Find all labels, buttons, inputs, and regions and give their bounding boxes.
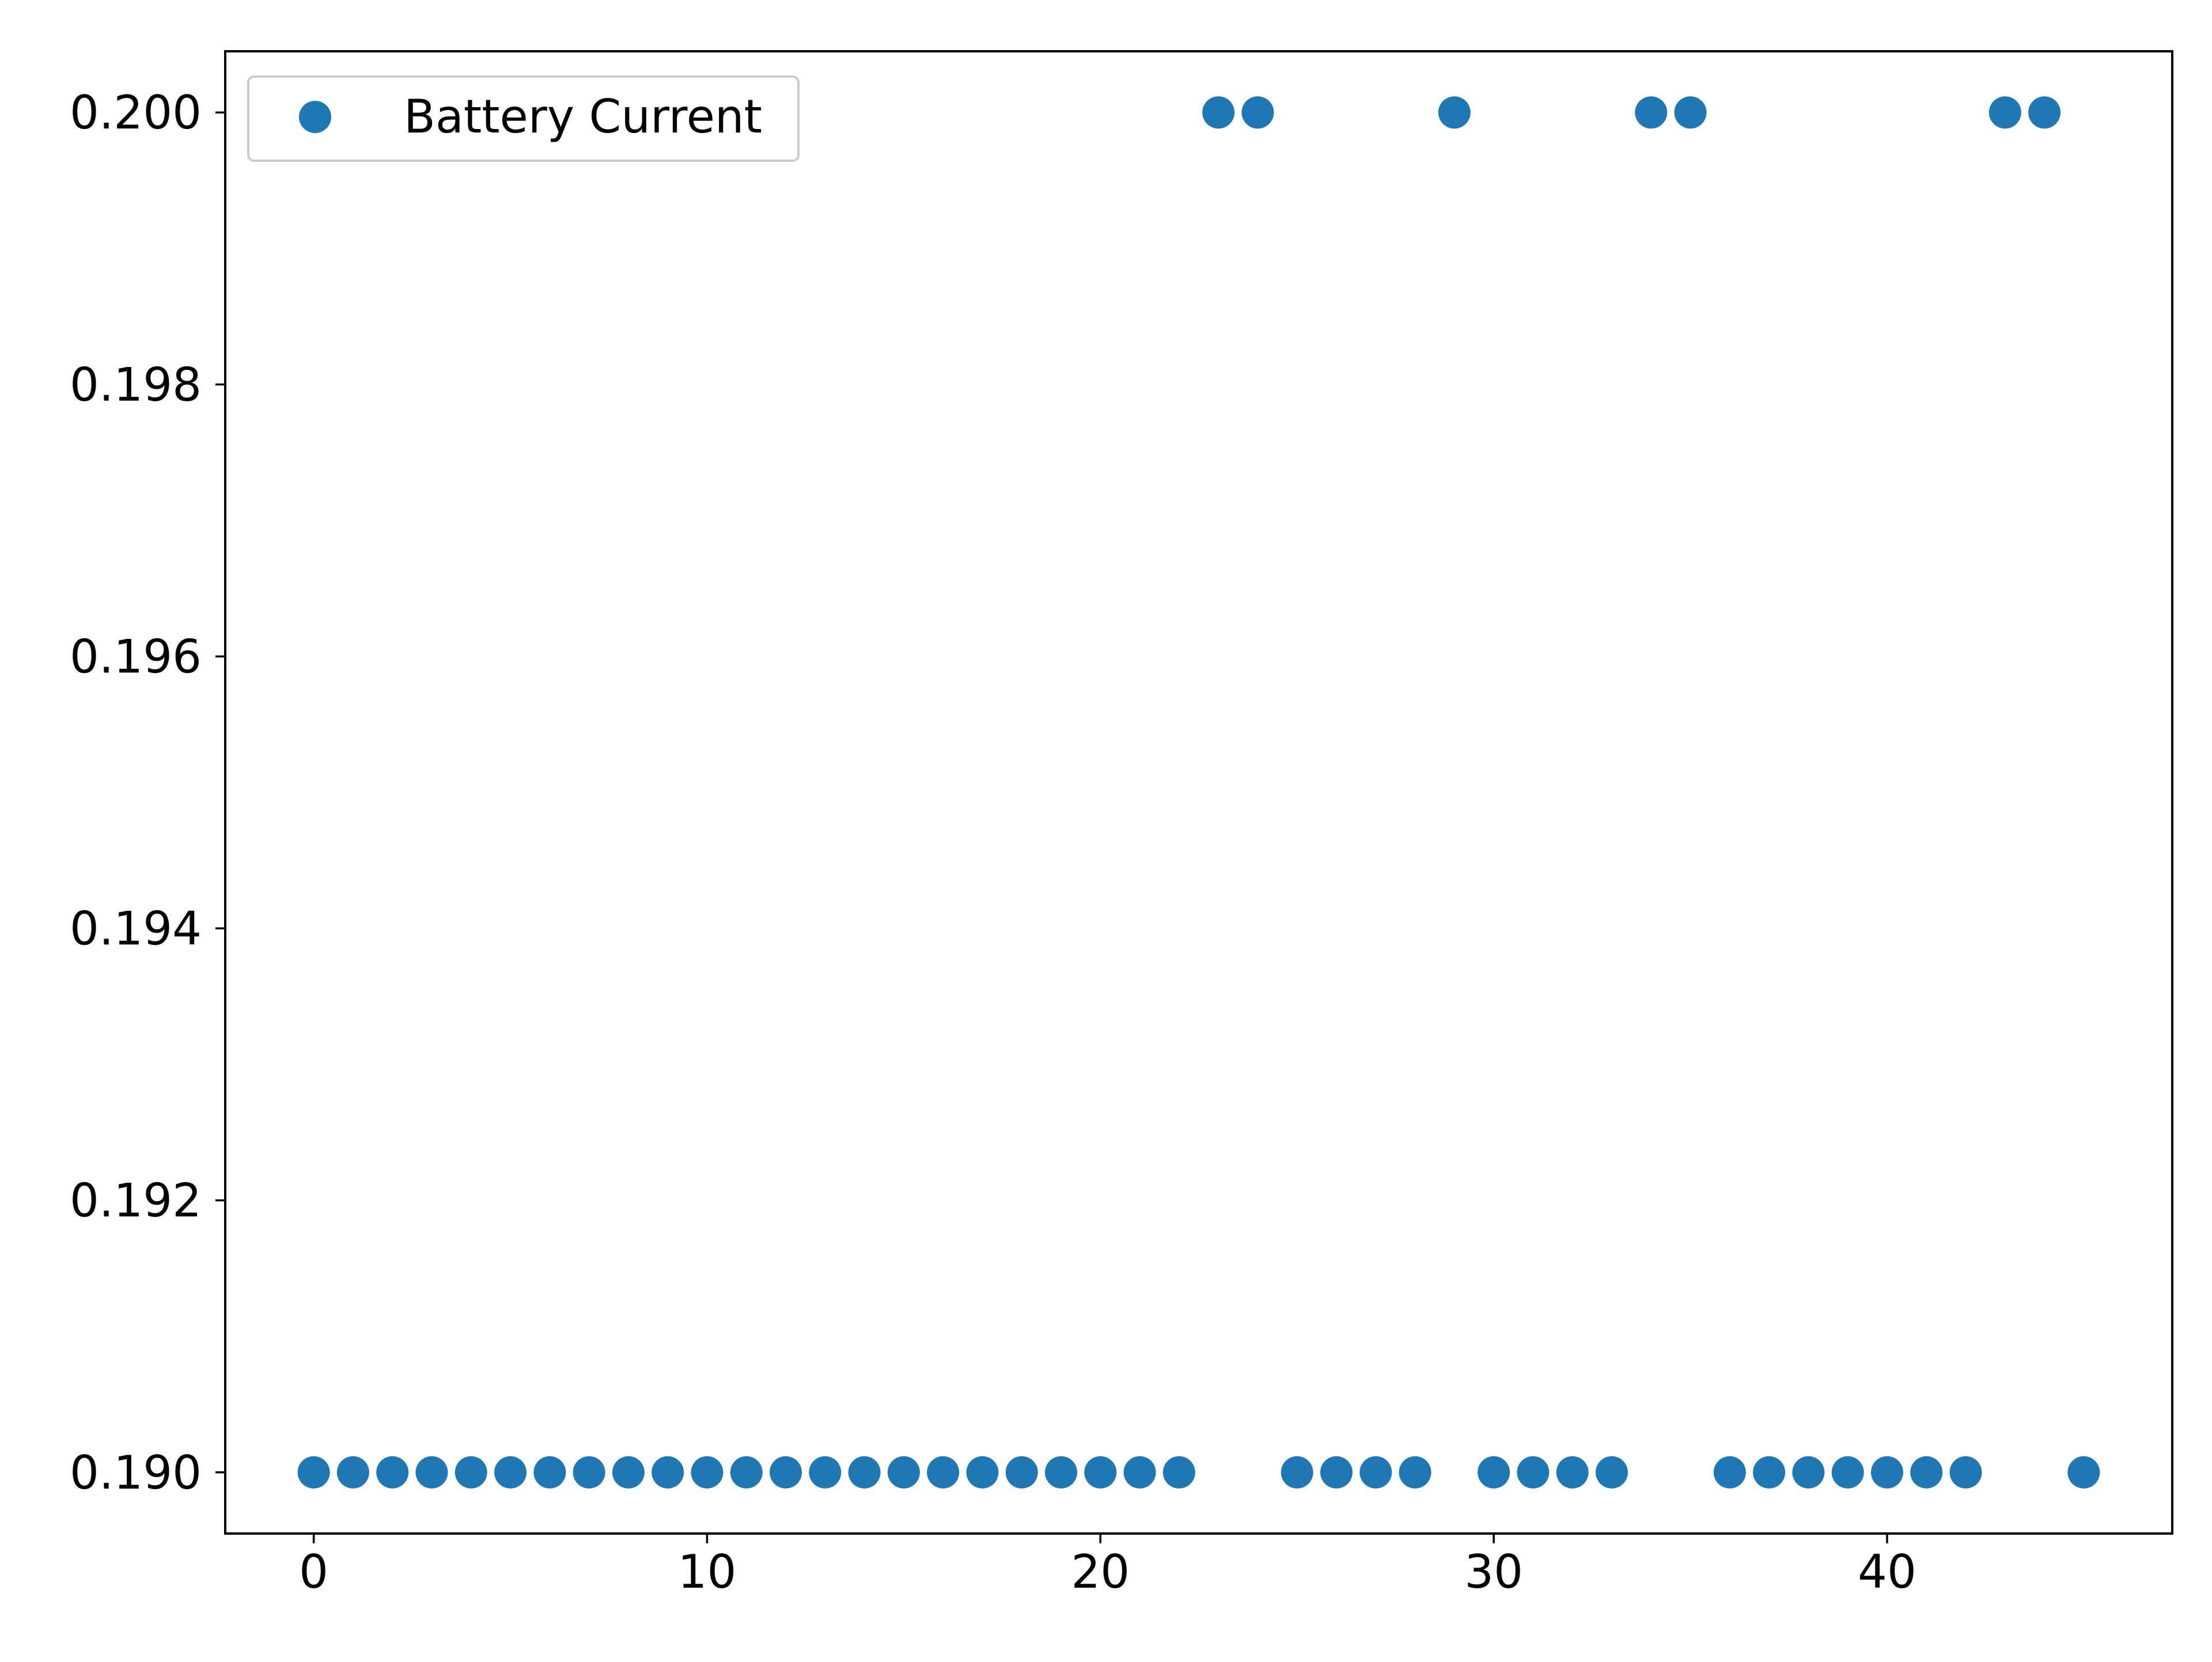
y-tick-label: 0.194	[70, 902, 202, 956]
data-point	[415, 1456, 448, 1489]
data-point	[1438, 96, 1471, 129]
plot-layer	[297, 96, 2100, 1489]
data-point	[1241, 96, 1274, 129]
y-tick-label: 0.196	[70, 630, 202, 683]
axes-layer: 0 10 20 30 40 0.190 0.192 0.194 0.196 0.198 0.200	[70, 50, 2173, 1599]
data-point	[297, 1456, 330, 1489]
data-point	[1399, 1456, 1431, 1489]
data-point	[1870, 1456, 1903, 1489]
data-point	[730, 1456, 763, 1489]
data-point	[1517, 1456, 1550, 1489]
data-point	[1084, 1456, 1117, 1489]
data-point	[1792, 1456, 1825, 1489]
data-point	[533, 1456, 566, 1489]
data-point	[612, 1456, 645, 1489]
data-point	[1162, 1456, 1195, 1489]
data-point	[2028, 96, 2061, 129]
y-tick-label: 0.200	[70, 86, 202, 139]
data-point	[887, 1456, 920, 1489]
data-point	[1556, 1456, 1589, 1489]
x-tick-label: 10	[678, 1545, 737, 1599]
data-point	[1674, 96, 1707, 129]
data-point	[573, 1456, 605, 1489]
plot-frame	[224, 50, 2173, 1535]
legend-marker	[299, 101, 331, 133]
data-point	[1713, 1456, 1746, 1489]
data-point	[1949, 1456, 1982, 1489]
data-point	[1045, 1456, 1078, 1489]
data-point	[494, 1456, 527, 1489]
data-point	[454, 1456, 487, 1489]
data-point	[1281, 1456, 1313, 1489]
legend-box	[247, 75, 800, 162]
data-point	[376, 1456, 409, 1489]
y-tick-label: 0.192	[70, 1174, 202, 1228]
legend-label: Battery Current	[404, 90, 762, 143]
data-point	[1005, 1456, 1038, 1489]
data-point	[809, 1456, 842, 1489]
data-point	[1595, 1456, 1628, 1489]
data-point	[1123, 1456, 1156, 1489]
data-point	[2067, 1456, 2100, 1489]
data-point	[966, 1456, 999, 1489]
y-tick-label: 0.190	[70, 1446, 202, 1500]
data-point	[927, 1456, 960, 1489]
y-tick-label: 0.198	[70, 358, 202, 411]
legend: Battery Current	[247, 75, 800, 162]
data-point	[1910, 1456, 1943, 1489]
data-point	[691, 1456, 724, 1489]
data-point	[1831, 1456, 1864, 1489]
data-point	[336, 1456, 369, 1489]
data-point	[1478, 1456, 1510, 1489]
data-point	[1753, 1456, 1786, 1489]
data-point	[1359, 1456, 1392, 1489]
data-point	[848, 1456, 881, 1489]
data-point	[1988, 96, 2021, 129]
data-point	[1202, 96, 1235, 129]
data-point	[1320, 1456, 1353, 1489]
x-tick-label: 20	[1071, 1545, 1130, 1599]
data-point	[652, 1456, 684, 1489]
data-point	[1635, 96, 1668, 129]
x-tick-label: 40	[1858, 1545, 1916, 1599]
x-tick-label: 30	[1464, 1545, 1523, 1599]
data-point	[770, 1456, 802, 1489]
x-tick-label: 0	[299, 1545, 328, 1599]
